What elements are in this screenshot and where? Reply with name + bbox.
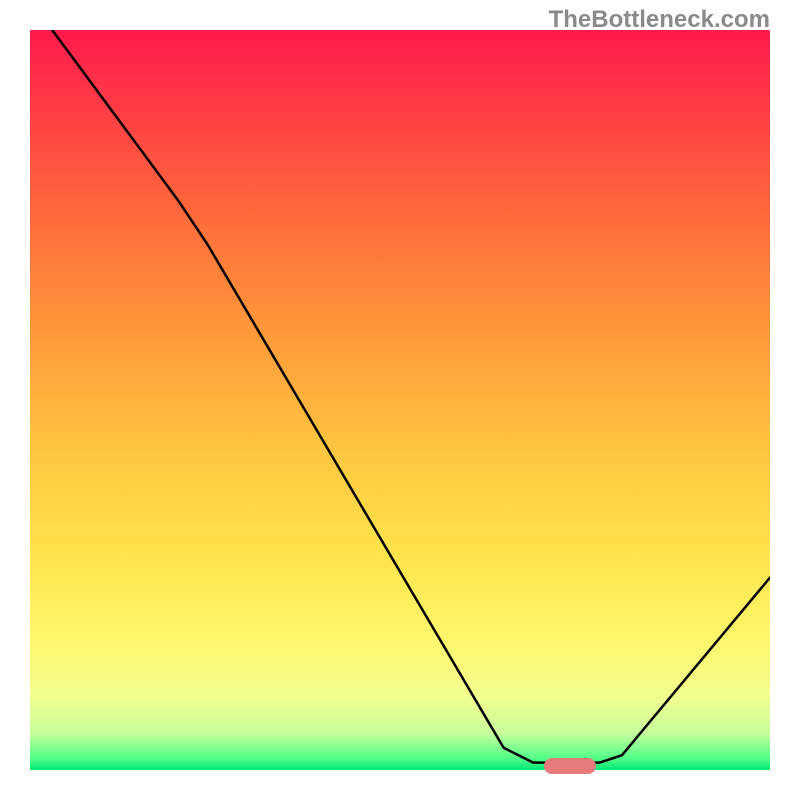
optimal-marker bbox=[544, 758, 596, 774]
gradient-background bbox=[30, 30, 770, 770]
bottleneck-chart: { "watermark": { "text": "TheBottleneck.… bbox=[0, 0, 800, 800]
plot-area bbox=[30, 30, 770, 770]
